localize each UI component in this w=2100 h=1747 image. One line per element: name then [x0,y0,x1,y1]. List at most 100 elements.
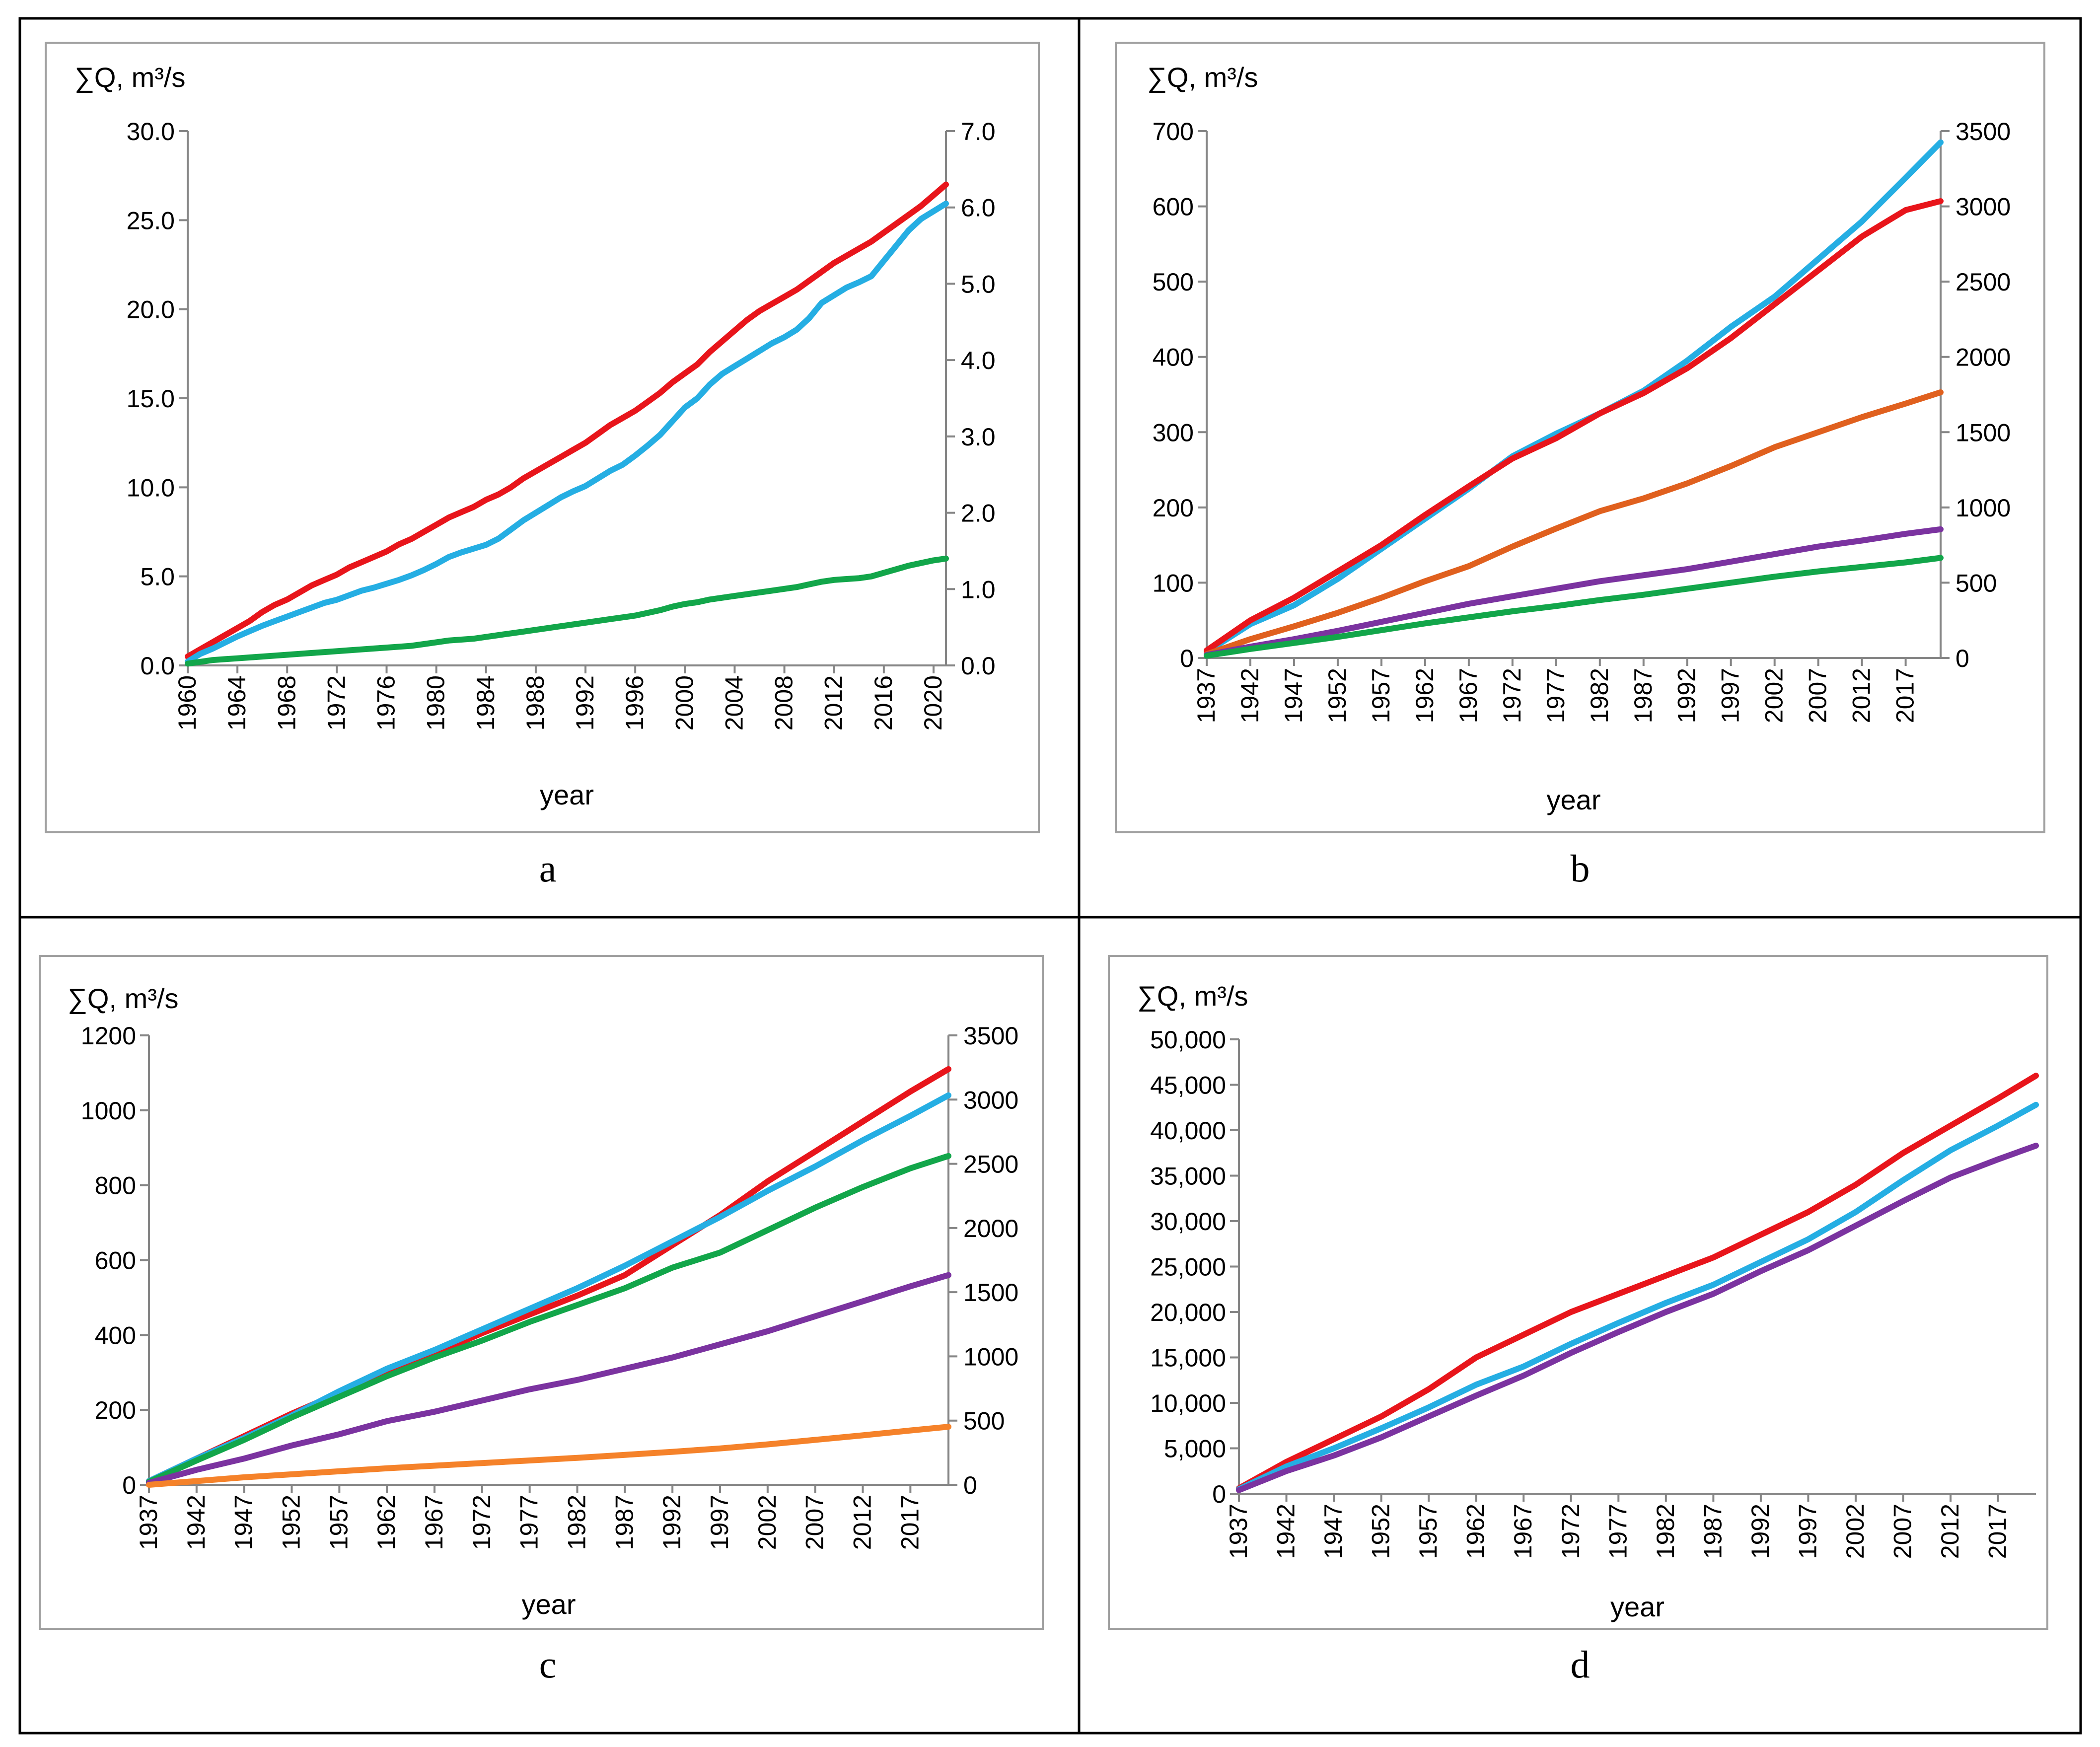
x-tick-label: 1957 [325,1495,353,1550]
y-tick-label-left: 40,000 [1150,1117,1226,1145]
y-tick-label-left: 15.0 [127,385,175,413]
x-tick-label: 1942 [1236,668,1264,723]
x-tick-label: 1962 [1411,668,1439,723]
x-tick-label: 1972 [1557,1504,1585,1559]
y-tick-label-right: 500 [963,1407,1005,1435]
x-tick-label: 1962 [372,1495,400,1550]
x-tick-label: 1982 [563,1495,591,1550]
series-line-green [146,1153,951,1485]
x-tick-label: 1982 [1586,668,1613,723]
panel-a: 0.0 5.0 10.0 15.0 20.0 25.0 30.0 0.0 1.0 2.0 3.0 4.… [74,62,996,810]
x-tick-label: 1962 [1462,1504,1490,1559]
series-line-light-blue [1236,1101,2039,1492]
y-tick-label-left: 1200 [81,1022,136,1050]
y-tick-label-left: 25,000 [1150,1253,1226,1281]
x-tick-label: 1987 [1629,668,1657,723]
series-line-orange [146,1424,951,1488]
series-line-purple [1236,1143,2039,1493]
panel-b-box [1115,42,2045,833]
series-line-green [185,555,949,667]
x-tick-label: 1937 [135,1495,162,1550]
y-tick-label-right: 4.0 [961,347,996,374]
x-tick-label: 1972 [322,675,350,730]
series-line-purple [1204,526,1944,658]
x-tick-label: 2000 [670,675,698,730]
x-tick-label: 2007 [801,1495,829,1550]
y-tick-label-left: 45,000 [1150,1072,1226,1099]
y-axis-title: ∑Q, m³/s [74,62,185,93]
panel-a-box [45,42,1040,833]
x-tick-label: 1992 [658,1495,686,1550]
panel-d-box [1108,955,2048,1630]
y-tick-label-left: 20.0 [127,296,175,324]
panel-letter-a: a [539,847,557,890]
series-line-red [1204,198,1944,654]
y-tick-label-left: 30.0 [127,118,175,146]
x-tick-label: 1987 [610,1495,638,1550]
x-tick-label: 1976 [372,675,400,730]
y-tick-label-right: 2.0 [961,500,996,527]
series-line-red [185,181,949,660]
x-tick-label: 1947 [230,1495,258,1550]
y-tick-label-left: 50,000 [1150,1026,1226,1054]
y-tick-label-left: 0.0 [140,652,175,680]
y-tick-label-right: 1000 [1955,494,2011,522]
x-tick-label: 2007 [1804,668,1832,723]
y-tick-label-right: 6.0 [961,194,996,222]
x-tick-label: 1937 [1225,1504,1252,1559]
y-tick-label-right: 2000 [1955,344,2011,371]
y-tick-label-right: 500 [1955,569,1997,597]
y-tick-label-left: 800 [95,1172,136,1200]
x-tick-label: 1967 [1509,1504,1537,1559]
y-tick-label-left: 25.0 [127,207,175,234]
x-tick-label: 1996 [621,675,649,730]
y-tick-label-left: 400 [1153,344,1194,371]
y-tick-label-left: 0 [122,1471,136,1499]
x-tick-label: 1957 [1367,668,1395,723]
series-line-light-blue [185,201,949,665]
y-tick-label-left: 1000 [81,1097,136,1125]
x-tick-label: 1977 [1604,1504,1632,1559]
y-tick-label-left: 10.0 [127,474,175,502]
x-axis-title: year [522,1589,576,1620]
x-tick-label: 1952 [1323,668,1351,723]
panel-letter-d: d [1571,1643,1590,1686]
x-tick-label: 1967 [1454,668,1482,723]
x-tick-label: 1937 [1192,668,1220,723]
x-tick-label: 1972 [1498,668,1526,723]
y-tick-label-right: 2500 [963,1151,1018,1178]
x-tick-label: 1982 [1652,1504,1679,1559]
x-axis-title: year [1547,784,1601,815]
panel-b: 0 100 200 300 400 500 600 700 0 500 1000 1500 2000 25… [1147,62,2011,815]
x-tick-label: 2017 [896,1495,924,1550]
x-tick-label: 1952 [1367,1504,1395,1559]
y-tick-label-right: 3500 [1955,118,2011,146]
y-tick-label-right: 1.0 [961,576,996,603]
y-axis-title: ∑Q, m³/s [1137,980,1248,1012]
y-tick-label-left: 30,000 [1150,1208,1226,1236]
series-line-light-blue [1204,139,1944,655]
y-tick-label-left: 0 [1212,1480,1226,1508]
x-tick-label: 2012 [820,675,848,730]
y-tick-label-right: 5.0 [961,270,996,298]
x-tick-label: 1984 [472,675,500,730]
y-tick-label-right: 3.0 [961,423,996,451]
x-tick-label: 2017 [1891,668,1919,723]
x-tick-label: 2002 [1760,668,1788,723]
panel-letter-c: c [539,1643,557,1686]
x-tick-label: 2002 [1841,1504,1869,1559]
series-line-orange [1204,389,1944,657]
y-axis-title: ∑Q, m³/s [68,983,178,1014]
x-tick-label: 1997 [706,1495,733,1550]
series-line-red [146,1066,951,1484]
y-tick-label-left: 20,000 [1150,1299,1226,1326]
x-tick-label: 1987 [1699,1504,1727,1559]
x-tick-label: 1967 [420,1495,448,1550]
y-tick-label-left: 5,000 [1164,1435,1226,1463]
series-line-light-blue [146,1092,951,1484]
y-tick-label-right: 2500 [1955,268,2011,296]
x-tick-label: 2016 [869,675,897,730]
y-tick-label-right: 7.0 [961,118,996,146]
y-tick-label-left: 15,000 [1150,1344,1226,1372]
y-tick-label-left: 700 [1153,118,1194,146]
